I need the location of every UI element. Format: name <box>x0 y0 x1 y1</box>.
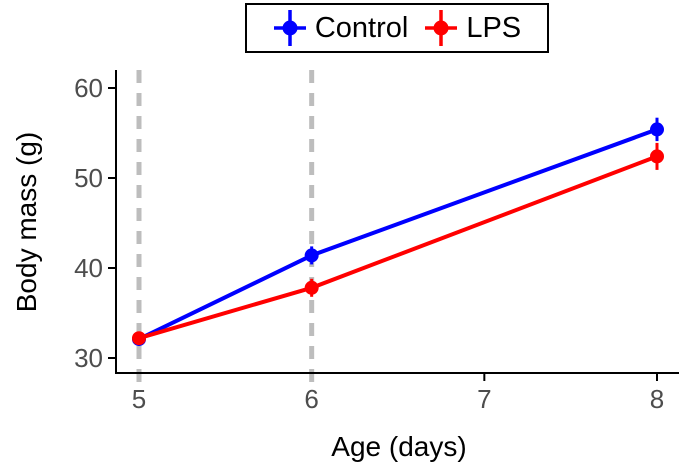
y-axis-title: Body mass (g) <box>11 131 42 313</box>
legend-item-control: Control <box>273 7 409 49</box>
y-tick-label: 40 <box>74 253 103 283</box>
series-line-control <box>137 127 659 342</box>
legend-item-lps: LPS <box>424 7 521 49</box>
y-tick-label: 60 <box>74 73 103 103</box>
lps-errorbar-point-icon <box>425 10 458 46</box>
data-point-lps <box>132 331 146 346</box>
legend-label-control: Control <box>314 11 409 44</box>
series-line-lps <box>137 154 659 341</box>
data-point-lps <box>304 280 319 295</box>
data-point-lps <box>650 149 664 164</box>
y-tick-label: 30 <box>74 343 103 373</box>
data-point-control <box>650 122 664 137</box>
x-axis-title: Age (days) <box>331 431 467 462</box>
data-point-control <box>304 248 319 263</box>
x-tick-label: 8 <box>650 384 664 414</box>
control-errorbar-point-icon <box>273 10 306 46</box>
y-tick-label: 50 <box>74 163 103 193</box>
legend-label-lps: LPS <box>466 11 522 44</box>
legend: Control LPS <box>245 3 549 53</box>
x-tick-label: 6 <box>304 384 318 414</box>
x-tick-label: 5 <box>132 384 146 414</box>
x-tick-label: 7 <box>477 384 491 414</box>
